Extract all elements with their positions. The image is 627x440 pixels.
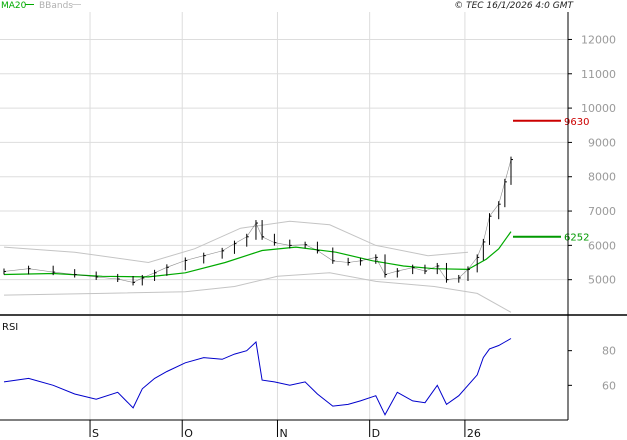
price-y-tick-label: 12000 <box>581 33 616 46</box>
price-grid <box>0 12 568 314</box>
rsi-y-tick-label: 80 <box>602 345 616 358</box>
reference-label-6252: 6252 <box>564 233 589 244</box>
rsi-panel <box>3 338 512 416</box>
bband-lower-line <box>3 272 512 313</box>
price-y-tick-label: 10000 <box>581 102 616 115</box>
price-y-tick-label: 8000 <box>588 171 616 184</box>
rsi-y-tick-label: 60 <box>602 379 616 392</box>
price-y-tick-label: 6000 <box>588 239 616 252</box>
rsi-grid <box>89 316 466 420</box>
legend-bbands-label: BBands <box>39 1 73 11</box>
price-panel: 9630 6252 <box>3 117 589 313</box>
price-y-tick-label: 11000 <box>581 68 616 81</box>
price-y-tick-label: 5000 <box>588 274 616 287</box>
price-line <box>3 159 512 283</box>
x-tick-label: O <box>184 427 193 440</box>
x-tick-label: N <box>279 427 287 440</box>
panel-frames <box>0 12 627 421</box>
x-tick-label: D <box>372 427 380 440</box>
x-tick-label: 26 <box>467 427 481 440</box>
axis-ticks: 5000 6000 7000 8000 9000 10000 11000 12000 60 80 S… <box>89 33 616 440</box>
price-y-tick-label: 9000 <box>588 136 616 149</box>
price-y-tick-label: 7000 <box>588 205 616 218</box>
legend-ma20-label: MA20 <box>1 1 27 11</box>
rsi-line <box>3 338 512 416</box>
x-tick-label: S <box>92 427 99 440</box>
copyright-text: © TEC 16/1/2026 4:0 GMT <box>454 1 574 11</box>
reference-label-9630: 9630 <box>564 117 589 128</box>
bband-upper-line <box>3 220 469 264</box>
rsi-panel-label: RSI <box>2 322 18 333</box>
